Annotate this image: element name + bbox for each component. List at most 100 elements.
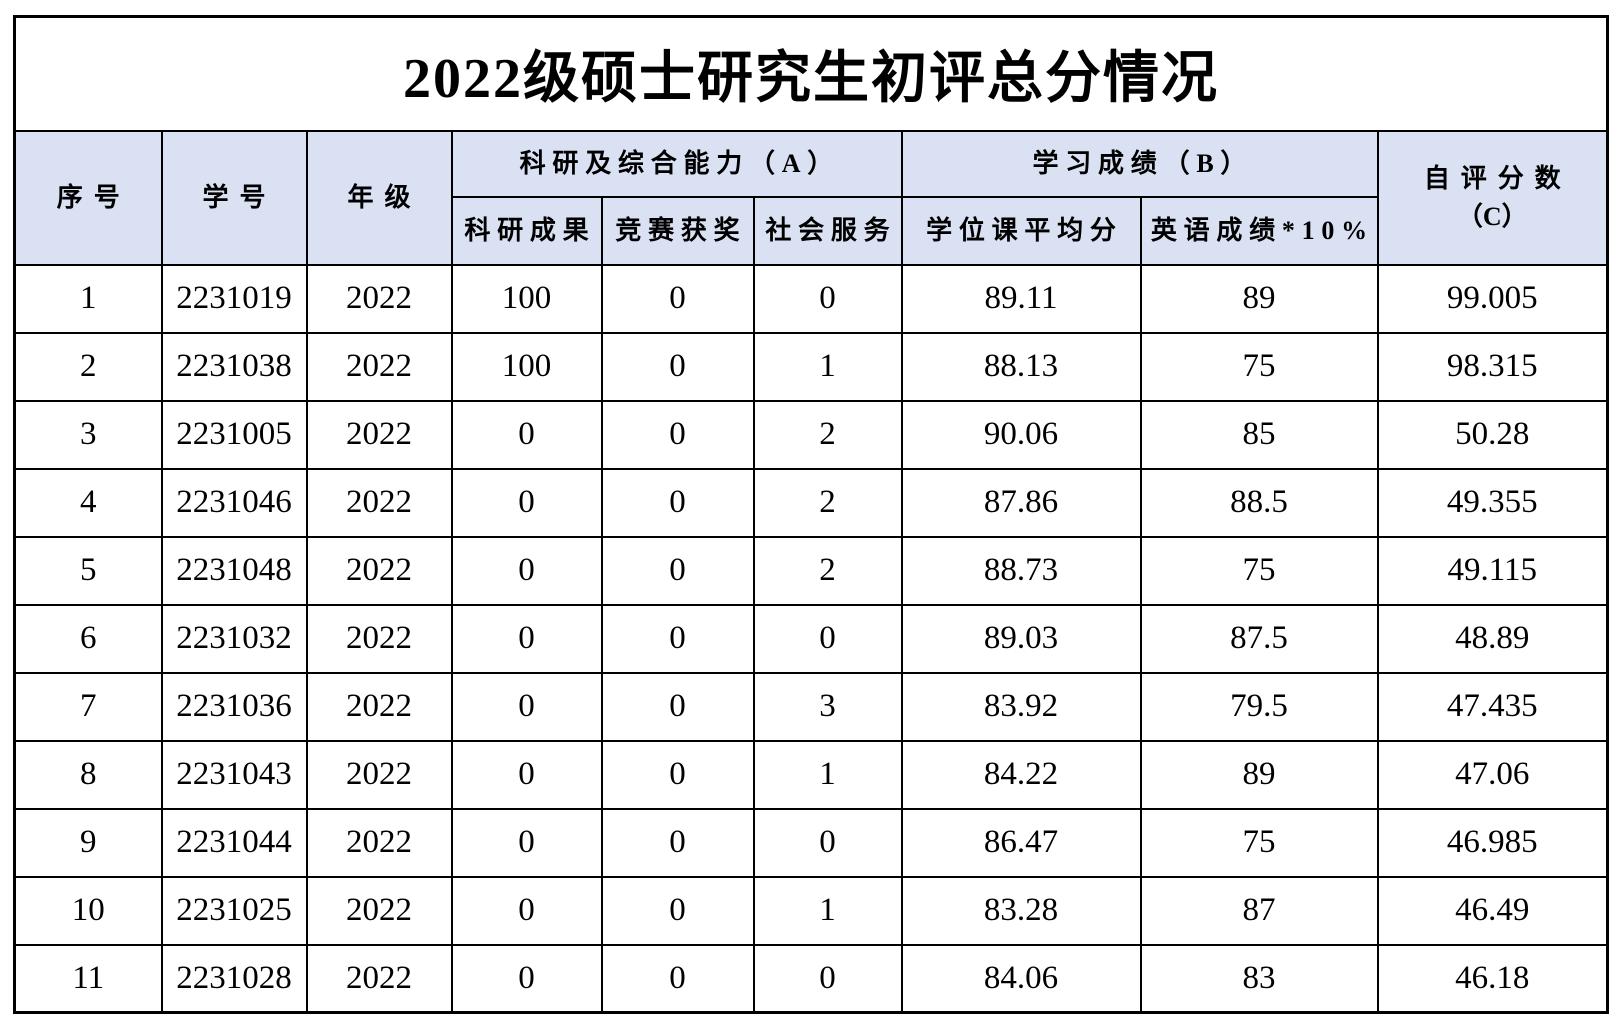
table-cell: 2022 [305, 943, 453, 1014]
table-cell: 0 [450, 671, 603, 742]
column-header-group-a: 科研及综合能力（A） [450, 129, 903, 198]
table-cell: 47.435 [1376, 671, 1609, 742]
table-row: 3 2231005 2022 0 0 2 90.06 85 50.28 [13, 399, 1609, 470]
table-cell: 87.5 [1139, 603, 1379, 674]
table-cell: 0 [600, 331, 755, 402]
column-header-group-b: 学习成绩（B） [900, 129, 1379, 198]
table-cell: 2 [13, 331, 163, 402]
table-cell: 1 [13, 263, 163, 334]
table-cell: 83.28 [900, 875, 1142, 946]
table-row: 7 2231036 2022 0 0 3 83.92 79.5 47.435 [13, 671, 1609, 742]
table-cell: 87 [1139, 875, 1379, 946]
table-cell: 2231048 [160, 535, 308, 606]
table-cell: 2 [752, 467, 903, 538]
score-table: 2022级硕士研究生初评总分情况 序号 学号 年级 科研及综合能力（A） 学习成… [13, 15, 1609, 1014]
table-cell: 3 [13, 399, 163, 470]
table-cell: 2231043 [160, 739, 308, 810]
page-title: 2022级硕士研究生初评总分情况 [13, 15, 1609, 132]
table-cell: 2022 [305, 263, 453, 334]
table-cell: 0 [450, 603, 603, 674]
table-cell: 0 [600, 671, 755, 742]
table-cell: 83.92 [900, 671, 1142, 742]
table-cell: 2231044 [160, 807, 308, 878]
table-cell: 2231032 [160, 603, 308, 674]
table-cell: 0 [752, 807, 903, 878]
table-row: 9 2231044 2022 0 0 0 86.47 75 46.985 [13, 807, 1609, 878]
table-cell: 1 [752, 739, 903, 810]
table-cell: 85 [1139, 399, 1379, 470]
header-row-groups: 序号 学号 年级 科研及综合能力（A） 学习成绩（B） 自评分数 （C） [13, 129, 1609, 266]
table-cell: 89.03 [900, 603, 1142, 674]
table-cell: 2 [752, 535, 903, 606]
table-cell: 89 [1139, 263, 1379, 334]
table-cell: 3 [752, 671, 903, 742]
table-cell: 0 [450, 399, 603, 470]
column-header-index: 序号 [13, 129, 163, 266]
table-cell: 5 [13, 535, 163, 606]
table-cell: 46.49 [1376, 875, 1609, 946]
table-cell: 0 [600, 739, 755, 810]
table-cell: 90.06 [900, 399, 1142, 470]
table-cell: 2231038 [160, 331, 308, 402]
table-cell: 84.22 [900, 739, 1142, 810]
table-cell: 2022 [305, 399, 453, 470]
column-header-student-id: 学号 [160, 129, 308, 266]
table-cell: 83 [1139, 943, 1379, 1014]
score-c-label-line2: （C） [1456, 201, 1528, 231]
table-row: 8 2231043 2022 0 0 1 84.22 89 47.06 [13, 739, 1609, 810]
table-cell: 6 [13, 603, 163, 674]
table-cell: 0 [600, 263, 755, 334]
table-cell: 100 [450, 331, 603, 402]
table-row: 2 2231038 2022 100 0 1 88.13 75 98.315 [13, 331, 1609, 402]
table-cell: 11 [13, 943, 163, 1014]
column-header-social-service: 社会服务 [752, 195, 903, 266]
table-cell: 0 [600, 399, 755, 470]
table-cell: 7 [13, 671, 163, 742]
header-row-subcolumns: 科研成果 竞赛获奖 社会服务 学位课平均分 英语成绩*10% [15, 195, 1608, 266]
table-cell: 50.28 [1376, 399, 1609, 470]
table-cell: 86.47 [900, 807, 1142, 878]
table-cell: 2231005 [160, 399, 308, 470]
score-c-label-line1: 自评分数 [1423, 163, 1572, 193]
table-cell: 89 [1139, 739, 1379, 810]
table-cell: 2231019 [160, 263, 308, 334]
table-cell: 0 [600, 467, 755, 538]
table-cell: 2022 [305, 467, 453, 538]
table-cell: 0 [752, 263, 903, 334]
table-cell: 2022 [305, 739, 453, 810]
table-cell: 2231028 [160, 943, 308, 1014]
table-cell: 75 [1139, 331, 1379, 402]
table-cell: 84.06 [900, 943, 1142, 1014]
table-row: 1 2231019 2022 100 0 0 89.11 89 99.005 [13, 263, 1609, 334]
table-cell: 87.86 [900, 467, 1142, 538]
table-cell: 88.73 [900, 535, 1142, 606]
column-header-research-results: 科研成果 [450, 195, 603, 266]
table-cell: 0 [450, 467, 603, 538]
table-cell: 2231036 [160, 671, 308, 742]
table-cell: 100 [450, 263, 603, 334]
table-cell: 0 [752, 603, 903, 674]
table-row: 11 2231028 2022 0 0 0 84.06 83 46.18 [13, 943, 1609, 1014]
table-cell: 8 [13, 739, 163, 810]
table-cell: 49.115 [1376, 535, 1609, 606]
table-cell: 46.985 [1376, 807, 1609, 878]
table-cell: 0 [600, 807, 755, 878]
table-row: 4 2231046 2022 0 0 2 87.86 88.5 49.355 [13, 467, 1609, 538]
table-cell: 0 [600, 535, 755, 606]
table-cell: 1 [752, 331, 903, 402]
table-cell: 0 [600, 603, 755, 674]
column-header-competition-awards: 竞赛获奖 [600, 195, 755, 266]
table-cell: 0 [450, 535, 603, 606]
table-cell: 46.18 [1376, 943, 1609, 1014]
column-header-grade: 年级 [305, 129, 453, 266]
table-cell: 89.11 [900, 263, 1142, 334]
table-cell: 0 [450, 739, 603, 810]
table-cell: 88.13 [900, 331, 1142, 402]
table-cell: 2022 [305, 875, 453, 946]
table-row: 6 2231032 2022 0 0 0 89.03 87.5 48.89 [13, 603, 1609, 674]
table-cell: 99.005 [1376, 263, 1609, 334]
table-row: 5 2231048 2022 0 0 2 88.73 75 49.115 [13, 535, 1609, 606]
column-header-english-score: 英语成绩*10% [1139, 195, 1379, 266]
table-cell: 2022 [305, 331, 453, 402]
column-header-score-c: 自评分数 （C） [1376, 129, 1609, 266]
